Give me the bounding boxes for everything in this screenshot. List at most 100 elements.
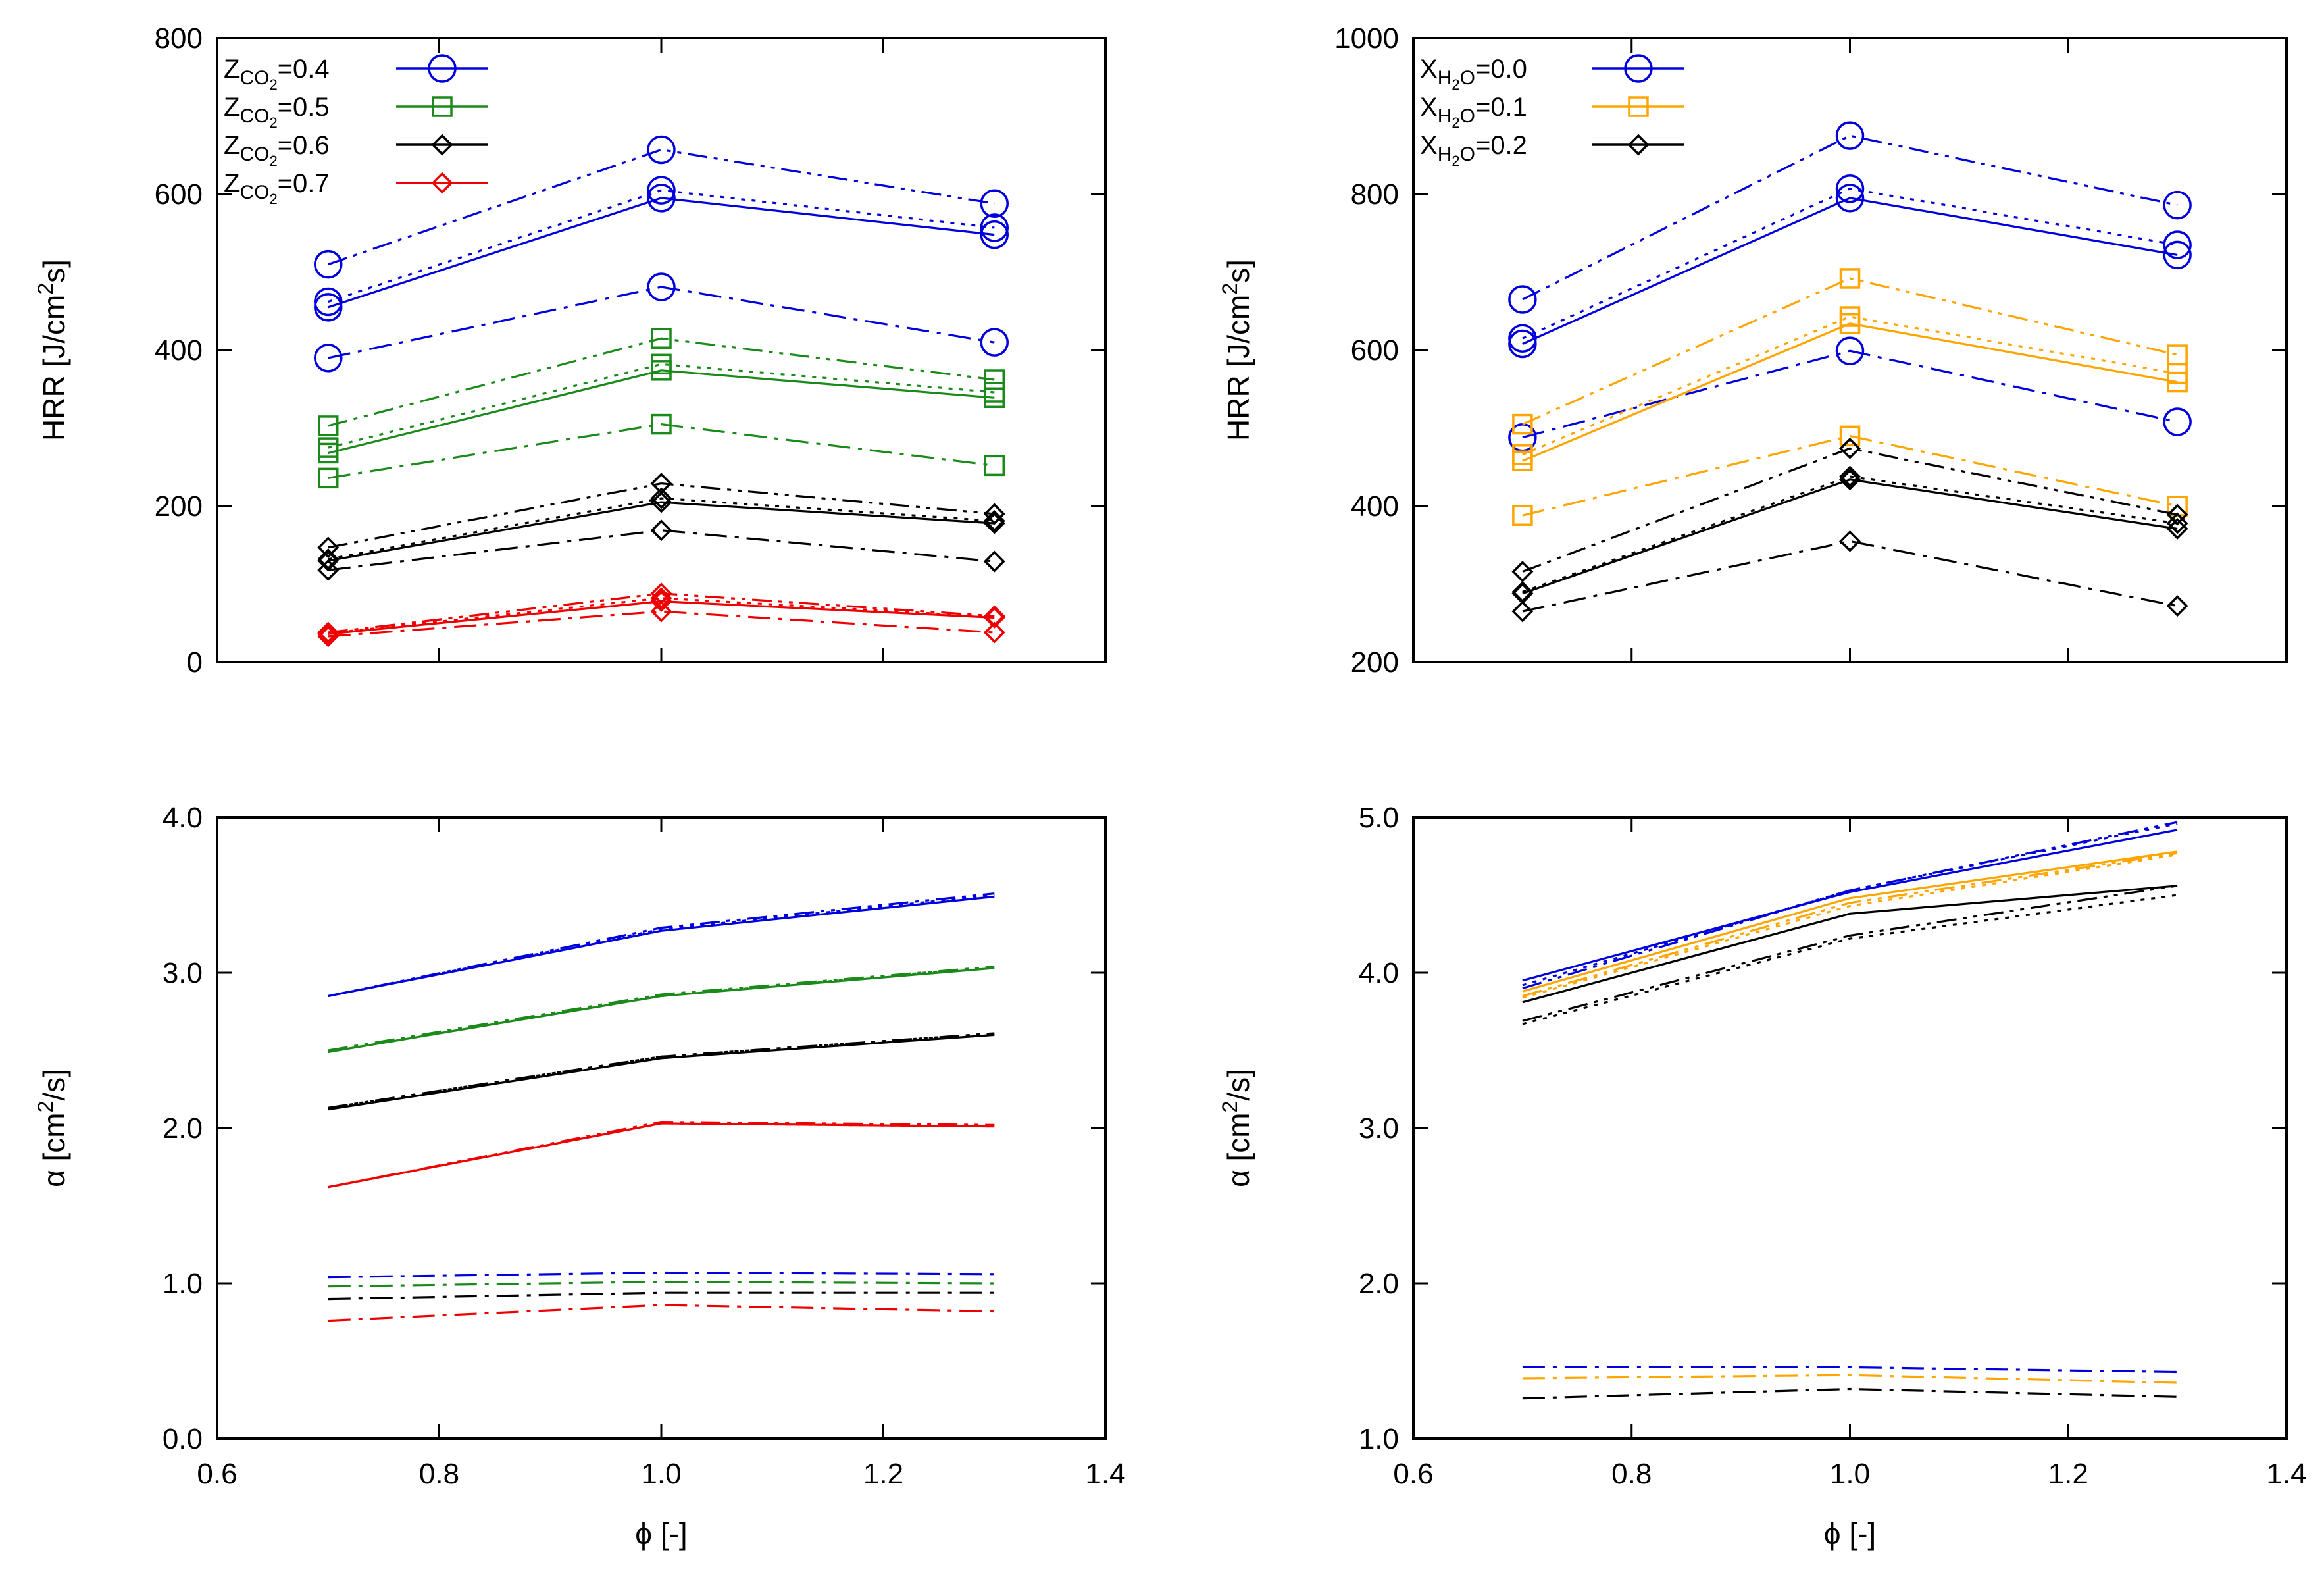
- data-point-marker: [2163, 407, 2192, 436]
- legend-marker-sample: [1628, 96, 1649, 117]
- y-axis-label-base: α [cm: [1221, 1112, 1255, 1187]
- legend-value: =0.6: [278, 131, 330, 160]
- series-line: [1522, 277, 2178, 426]
- y-tick-label: 800: [1351, 178, 1399, 211]
- x-tick-label: 0.6: [197, 1458, 237, 1490]
- y-tick-label: 0: [187, 646, 203, 679]
- data-point-marker: [980, 328, 1009, 357]
- series-line: [1522, 885, 2178, 1022]
- legend-marker-sample: [1627, 134, 1650, 156]
- series-line: [328, 1032, 995, 1109]
- data-point-marker: [651, 413, 672, 435]
- data-point-marker: [1839, 306, 1861, 327]
- series-line: [1522, 821, 2178, 990]
- series-line: [328, 1271, 995, 1279]
- series-line: [1522, 894, 2178, 1025]
- legend-entry-label: ZCO2=0.7: [224, 169, 330, 207]
- data-point-marker: [2163, 240, 2192, 270]
- series-line: [1522, 829, 2178, 982]
- data-point-marker: [647, 176, 676, 205]
- series-line: [328, 197, 995, 309]
- data-point-marker: [647, 135, 676, 165]
- y-tick-label: 200: [155, 490, 203, 523]
- legend-subscript-tail: O: [1460, 67, 1475, 89]
- data-point-marker: [1839, 268, 1861, 289]
- y-tick-label: 200: [1351, 646, 1399, 679]
- data-point-marker: [2166, 503, 2188, 526]
- legend-subscript: CO: [240, 182, 269, 203]
- y-axis-label-base: α [cm: [37, 1112, 71, 1187]
- data-point-marker: [1835, 336, 1865, 365]
- series-line: [1522, 197, 2178, 345]
- series-line: [328, 1122, 995, 1189]
- series-line: [1522, 478, 2178, 595]
- x-tick-label: 1.2: [2048, 1458, 2088, 1490]
- data-point-marker: [317, 536, 340, 559]
- legend-entry-label: XH2O=0.1: [1420, 93, 1527, 131]
- series-line: [328, 894, 995, 997]
- x-tick-label: 1.4: [1085, 1458, 1125, 1490]
- series-line: [1522, 1374, 2178, 1384]
- data-point-marker: [650, 487, 672, 509]
- y-tick-label: 400: [155, 334, 203, 367]
- data-point-marker: [983, 503, 1005, 525]
- series-line: [328, 369, 995, 454]
- x-tick-label: 1.0: [641, 1458, 681, 1490]
- legend-entry-label: ZCO2=0.4: [224, 55, 330, 93]
- data-point-marker: [2167, 344, 2188, 365]
- data-point-marker: [317, 559, 340, 581]
- data-point-marker: [983, 550, 1005, 573]
- series-line: [328, 497, 995, 561]
- y-tick-label: 600: [155, 178, 203, 211]
- y-axis-label-tail: s]: [37, 259, 71, 283]
- y-axis-label-superscript: 2: [1218, 283, 1242, 295]
- series-line: [1522, 188, 2178, 340]
- y-tick-label: 3.0: [163, 957, 203, 989]
- legend-sub-subscript: 2: [269, 115, 277, 131]
- legend-sub-subscript: 2: [269, 153, 277, 169]
- data-point-marker: [651, 353, 672, 375]
- series-line: [1522, 134, 2178, 301]
- series-line: [328, 423, 995, 479]
- x-axis-label: ϕ [-]: [635, 1516, 687, 1551]
- y-axis-label: HRR [J/cm2s]: [34, 259, 71, 441]
- legend-value: =0.2: [1475, 131, 1527, 160]
- legend-symbol: X: [1420, 93, 1438, 122]
- legend-symbol: X: [1420, 55, 1438, 84]
- series-line: [1522, 434, 2178, 517]
- legend-sub-subscript: 2: [1452, 153, 1459, 169]
- data-point-marker: [1511, 561, 1534, 583]
- x-tick-label: 1.0: [1830, 1458, 1870, 1490]
- y-tick-label: 4.0: [163, 802, 203, 834]
- data-point-marker: [1839, 425, 1861, 447]
- legend-marker-sample: [428, 54, 457, 83]
- data-point-marker: [2163, 190, 2192, 220]
- data-point-marker: [650, 473, 672, 495]
- y-axis-label-base: HRR [J/cm: [37, 295, 71, 441]
- data-point-marker: [980, 220, 1009, 249]
- legend-value: =0.7: [278, 169, 330, 198]
- y-axis-label-tail: s]: [1221, 259, 1255, 283]
- data-point-marker: [1835, 174, 1865, 203]
- panel-alpha-co2: 0.6 0.8 1.0 1.2 1.4 0.0 1.0 2.0 3.0 4.0 α [cm2/s] ϕ…: [34, 802, 1126, 1551]
- x-tick-label: 0.6: [1393, 1458, 1433, 1490]
- data-point-marker: [1835, 121, 1865, 150]
- legend-subscript-tail: O: [1460, 105, 1475, 127]
- legend-marker-sample: [431, 172, 453, 194]
- legend-entry-label: ZCO2=0.6: [224, 131, 330, 169]
- legend-subscript-tail: O: [1460, 143, 1475, 165]
- data-point-marker: [317, 625, 340, 648]
- legend-entry-label: XH2O=0.0: [1420, 55, 1527, 93]
- data-point-marker: [1512, 505, 1533, 526]
- data-point-marker: [314, 344, 343, 373]
- y-tick-label: 3.0: [1359, 1112, 1399, 1145]
- legend-symbol: Z: [224, 93, 240, 122]
- y-tick-label: 600: [1351, 334, 1399, 367]
- series-line: [328, 592, 995, 634]
- series-line: [328, 189, 995, 303]
- series-line: [1522, 540, 2178, 613]
